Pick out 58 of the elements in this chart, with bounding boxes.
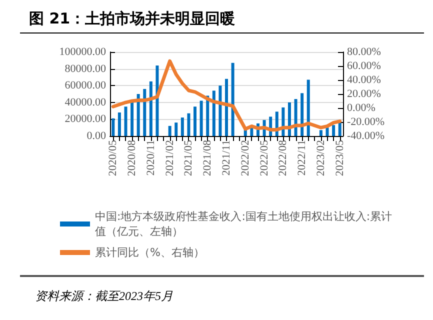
bar: [156, 65, 159, 136]
chart-title: 图 21：土拍市场并未明显回暖: [29, 10, 236, 28]
bar: [306, 80, 310, 136]
bar: [136, 94, 140, 136]
bar: [231, 62, 234, 136]
y-tick-label: 0.00: [86, 130, 106, 142]
y-tick-label: 20000.00: [64, 113, 106, 126]
bar: [174, 122, 178, 136]
x-tick-label: 2020/05: [107, 140, 120, 176]
x-tick-label: 2022/05: [258, 140, 270, 176]
x-tick-label: 2021/08: [202, 140, 214, 176]
bar: [338, 122, 342, 136]
bar: [225, 78, 228, 136]
y-tick-label: 40000.00: [64, 96, 106, 108]
bar: [187, 113, 190, 136]
x-tick-label: 2022/11: [296, 140, 308, 176]
y2-tick-label: -20.00%: [347, 116, 385, 128]
x-tick-label: 2021/05: [182, 140, 195, 176]
y2-tick-label: 80.00%: [347, 46, 381, 58]
bar: [194, 106, 197, 136]
x-tick-label: 2023/05: [334, 140, 346, 176]
y-tick-label: 100000.00: [59, 46, 106, 58]
x-tick-label: 2020/08: [126, 140, 138, 176]
x-tick-label: 2021/11: [220, 140, 232, 176]
bar: [143, 88, 146, 136]
x-tick-label: 2022/02: [239, 140, 252, 176]
y2-tick-label: 60.00%: [347, 60, 381, 72]
y2-tick-label: 40.00%: [347, 74, 381, 86]
bar: [130, 102, 134, 136]
x-tick-label: 2023/02: [314, 140, 327, 176]
bar: [112, 118, 115, 136]
bar: [332, 125, 336, 136]
bar: [294, 99, 298, 136]
bar: [180, 118, 184, 136]
bar: [326, 128, 329, 136]
x-tick-label: 2020/11: [144, 140, 157, 176]
bar: [212, 90, 216, 136]
bar: [319, 130, 322, 136]
x-tick-label: 2021/02: [164, 140, 176, 176]
text: 资料来源：截至2023年5月: [35, 289, 173, 303]
y2-tick-label: -40.00%: [347, 130, 385, 142]
bar: [300, 93, 304, 136]
legend-label: 中国:地方本级政府性基金收入:国有土地使用权出让收入:累计值（亿元、左轴）: [95, 210, 392, 238]
legend-label: 累计同比（%、右轴）: [95, 246, 204, 259]
bar: [124, 106, 128, 136]
bar: [206, 96, 210, 136]
bar: [118, 112, 121, 136]
bar: [250, 128, 254, 136]
y2-tick-label: 0.00%: [347, 102, 376, 114]
y-tick-label: 80000.00: [64, 62, 106, 75]
y-tick-label: 60000.00: [64, 80, 106, 92]
line-series: [111, 59, 342, 132]
bar: [200, 100, 203, 136]
x-tick-label: 2022/08: [277, 140, 290, 176]
bar: [168, 126, 172, 136]
bar: [149, 81, 152, 136]
bar: [218, 86, 222, 136]
y2-tick-label: 20.00%: [347, 88, 381, 100]
